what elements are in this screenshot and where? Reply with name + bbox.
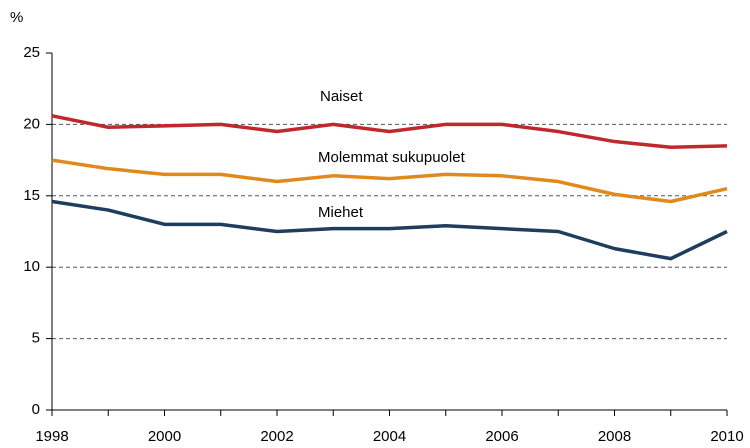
x-tick-label: 2006 bbox=[485, 428, 518, 445]
x-tick-label: 2000 bbox=[148, 428, 181, 445]
series-line bbox=[51, 199, 728, 261]
series-line bbox=[51, 158, 728, 204]
x-tick-label: 1998 bbox=[35, 428, 68, 445]
series-label: Molemmat sukupuolet bbox=[318, 149, 466, 166]
x-tick-label: 2002 bbox=[260, 428, 293, 445]
x-tick-label: 2010 bbox=[710, 428, 743, 445]
y-tick-label: 0 bbox=[32, 401, 40, 418]
y-tick-label: 20 bbox=[23, 115, 40, 132]
series-label: Miehet bbox=[318, 204, 364, 221]
y-tick-label: 25 bbox=[23, 44, 40, 61]
x-tick-label: 2008 bbox=[598, 428, 631, 445]
y-axis-label: % bbox=[10, 9, 23, 26]
x-tick-label: 2004 bbox=[373, 428, 406, 445]
series-label: Naiset bbox=[320, 88, 363, 105]
y-tick-label: 10 bbox=[23, 258, 40, 275]
series-line bbox=[51, 114, 728, 149]
y-tick-label: 5 bbox=[32, 330, 40, 347]
y-tick-label: 15 bbox=[23, 187, 40, 204]
